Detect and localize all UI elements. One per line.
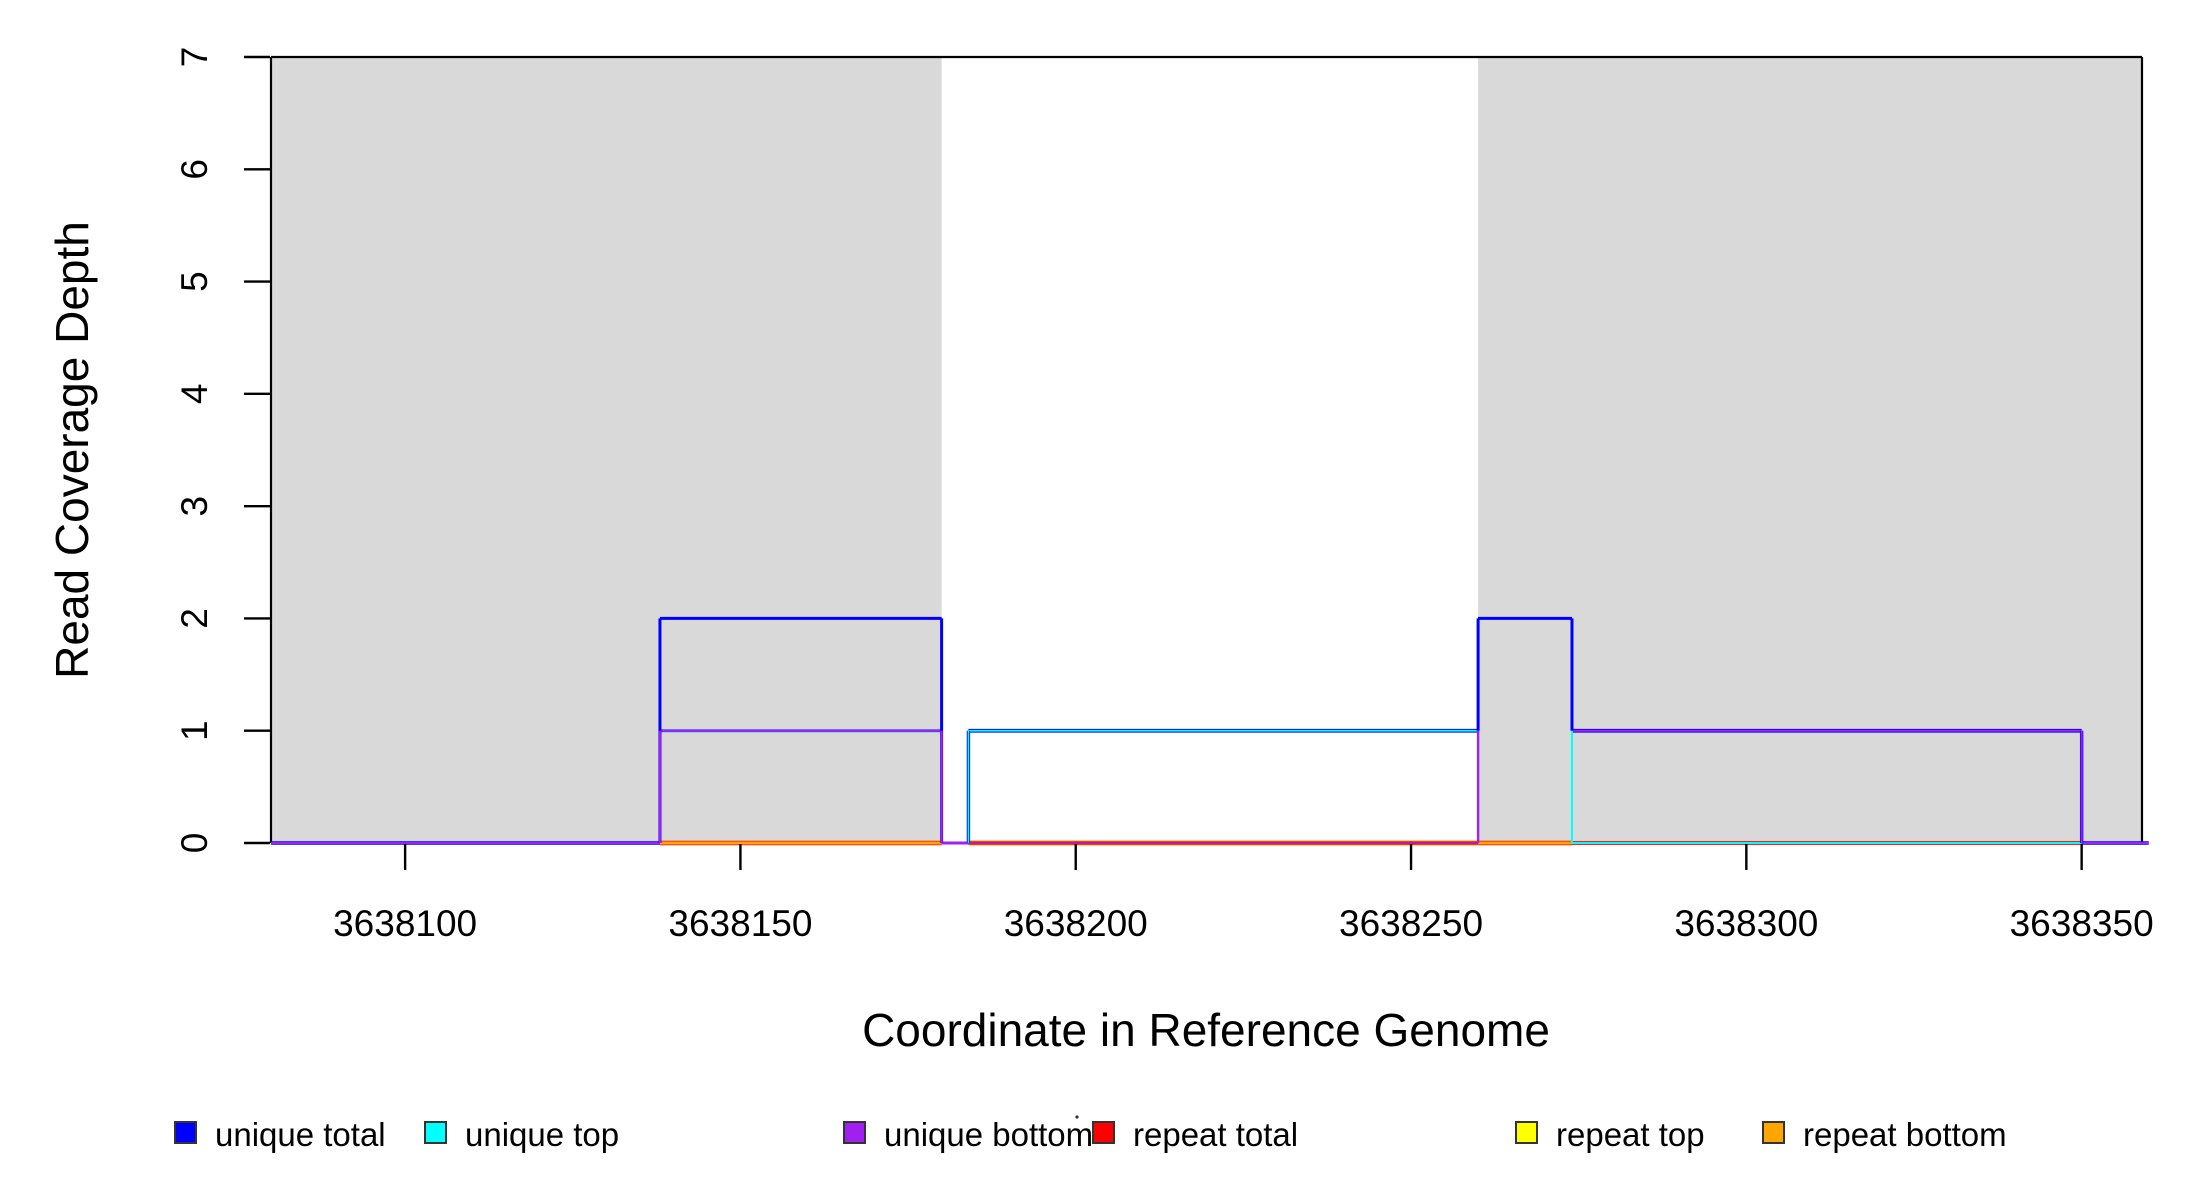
legend-item: unique total [174,1116,386,1153]
legend-label: unique total [215,1116,386,1153]
legend-item: unique bottom [843,1116,1093,1153]
y-tick-label: 1 [174,720,215,741]
legend-item: unique top [424,1116,619,1153]
x-tick-label: 3638150 [668,903,812,944]
legend-artifact-dot [1075,1115,1079,1119]
axis-ticks: 3638100 3638150 3638200 3638250 3638300 36383… [174,47,2154,944]
y-tick-label: 6 [174,159,215,180]
legend-swatch [1762,1121,1785,1144]
x-tick-label: 3638350 [2010,903,2154,944]
legend-swatch [424,1121,447,1144]
legend-item: repeat top [1515,1116,1705,1153]
legend-label: unique bottom [884,1116,1093,1153]
x-tick-label: 3638250 [1339,903,1483,944]
legend-label: repeat bottom [1803,1116,2007,1153]
x-tick-label: 3638300 [1674,903,1818,944]
legend-label: repeat top [1556,1116,1705,1153]
legend-label: repeat total [1133,1116,1298,1153]
legend-swatch [174,1121,197,1144]
legend-label: unique top [465,1116,619,1153]
x-axis-title: Coordinate in Reference Genome [862,1004,1550,1056]
y-tick-label: 2 [174,608,215,629]
x-tick-label: 3638200 [1004,903,1148,944]
repeat-region-shade-layer [271,58,2142,843]
legend-swatch [1092,1121,1115,1144]
legend-item: repeat total [1092,1116,1298,1153]
y-tick-label: 3 [174,496,215,517]
x-tick-label: 3638100 [333,903,477,944]
legend: unique total unique top unique bottom repea… [174,1116,2007,1153]
legend-item: repeat bottom [1762,1116,2007,1153]
repeat-region-shade [271,58,942,843]
y-tick-label: 4 [174,384,215,405]
y-tick-label: 7 [174,47,215,68]
y-axis-title: Read Coverage Depth [46,221,98,679]
repeat-region-shade [1478,58,2142,843]
coverage-lines [271,616,2149,846]
legend-swatch [843,1121,866,1144]
y-tick-label: 5 [174,271,215,292]
legend-swatch [1515,1121,1538,1144]
y-tick-label: 0 [174,833,215,854]
